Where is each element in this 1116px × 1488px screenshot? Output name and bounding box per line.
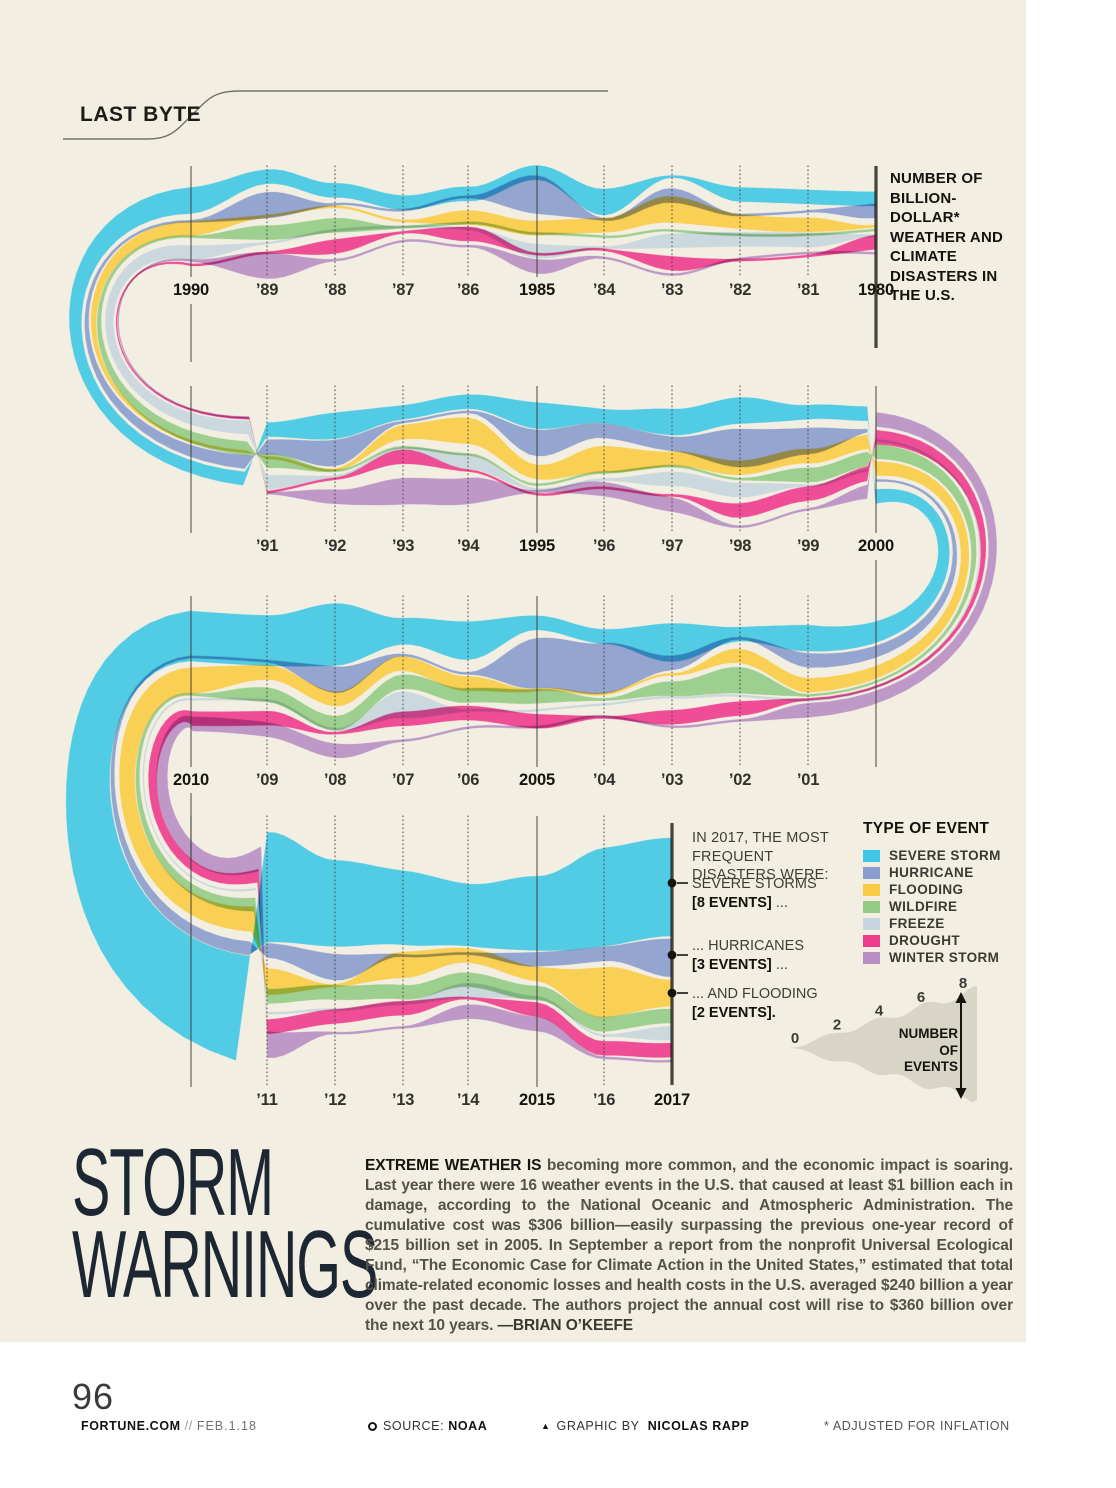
article-title-line2: WARNINGS (72, 1211, 378, 1318)
svg-text:’16: ’16 (593, 1091, 615, 1109)
svg-text:’08: ’08 (324, 771, 346, 789)
svg-text:1995: 1995 (519, 537, 555, 555)
freeze-swatch (863, 917, 880, 930)
svg-text:2005: 2005 (519, 771, 555, 789)
svg-text:’07: ’07 (392, 771, 414, 789)
svg-text:1990: 1990 (173, 281, 209, 299)
legend-item-severe-storm: SEVERE STORM (863, 847, 1001, 864)
svg-text:’11: ’11 (256, 1091, 277, 1109)
svg-text:’09: ’09 (256, 771, 278, 789)
legend-item-hurricane: HURRICANE (863, 864, 1001, 881)
footer-inflation-note: * ADJUSTED FOR INFLATION (824, 1419, 1010, 1433)
svg-text:’81: ’81 (797, 281, 819, 299)
svg-text:’96: ’96 (593, 537, 615, 555)
svg-text:1980: 1980 (858, 281, 894, 299)
svg-text:’91: ’91 (256, 537, 278, 555)
article-title: STORM WARNINGS (72, 1129, 378, 1318)
legend-item-wildfire: WILDFIRE (863, 898, 1001, 915)
annotation-hurricanes: ... HURRICANES [3 EVENTS] ... (692, 938, 804, 973)
article-body: EXTREME WEATHER IS becoming more common,… (365, 1156, 1013, 1336)
chart-axis-note: NUMBER OF BILLION- DOLLAR* WEATHER AND C… (890, 170, 1004, 304)
svg-text:2: 2 (833, 1016, 841, 1033)
svg-text:’88: ’88 (324, 281, 346, 299)
svg-text:1985: 1985 (519, 281, 555, 299)
svg-text:’14: ’14 (457, 1091, 480, 1109)
annotation-2017-intro: IN 2017, THE MOST FREQUENT DISASTERS WER… (692, 830, 829, 883)
svg-text:’84: ’84 (593, 281, 616, 299)
svg-text:2017: 2017 (654, 1091, 690, 1109)
svg-text:4: 4 (875, 1003, 884, 1020)
drought-swatch (863, 934, 880, 947)
svg-text:’13: ’13 (392, 1091, 414, 1109)
svg-text:’87: ’87 (392, 281, 414, 299)
svg-text:2000: 2000 (858, 537, 894, 555)
annotation-flooding: ... AND FLOODING [2 EVENTS]. (692, 986, 818, 1021)
legend-item-freeze: FREEZE (863, 915, 1001, 932)
flooding-swatch (863, 883, 880, 896)
credit-triangle-icon: ▲ (541, 1421, 551, 1431)
footer-credit: ▲ GRAPHIC BY NICOLAS RAPP (541, 1419, 750, 1433)
article-title-line1: STORM (72, 1129, 274, 1236)
svg-text:0: 0 (791, 1030, 799, 1047)
svg-text:’98: ’98 (729, 537, 751, 555)
article-byline: —BRIAN O’KEEFE (493, 1317, 634, 1334)
svg-text:’92: ’92 (324, 537, 346, 555)
footer-masthead: FORTUNE.COM//FEB.1.18 (81, 1419, 257, 1433)
wildfire-swatch (863, 900, 880, 913)
svg-text:’01: ’01 (797, 771, 819, 789)
severe-storm-swatch (863, 849, 880, 862)
svg-text:’93: ’93 (392, 537, 414, 555)
events-scale-label: NUMBER OF EVENTS (898, 1026, 958, 1074)
streamgraph-canvas: 1980 ’81 ’82 ’83 ’84 1985 ’86 ’87 ’88 ’89 1990 ’91 ’… (63, 90, 998, 1109)
svg-text:’03: ’03 (661, 771, 683, 789)
svg-text:’02: ’02 (729, 771, 751, 789)
legend-item-winter-storm: WINTER STORM (863, 949, 1001, 966)
svg-text:’06: ’06 (457, 771, 479, 789)
article-text: becoming more common, and the economic i… (365, 1157, 1013, 1334)
svg-text:’94: ’94 (457, 537, 480, 555)
article-lead: EXTREME WEATHER IS (365, 1157, 547, 1174)
legend-item-flooding: FLOODING (863, 881, 1001, 898)
svg-text:6: 6 (917, 989, 925, 1006)
svg-text:’82: ’82 (729, 281, 751, 299)
source-ring-icon (368, 1422, 377, 1431)
winter-storm-swatch (863, 951, 880, 964)
svg-text:’86: ’86 (457, 281, 479, 299)
svg-text:’97: ’97 (661, 537, 683, 555)
legend: TYPE OF EVENT SEVERE STORM HURRICANE FLO… (863, 820, 1001, 966)
svg-text:’99: ’99 (797, 537, 819, 555)
legend-title: TYPE OF EVENT (863, 820, 990, 837)
svg-text:’89: ’89 (256, 281, 278, 299)
svg-text:2015: 2015 (519, 1091, 555, 1109)
section-kicker: LAST BYTE (80, 103, 202, 126)
svg-text:’12: ’12 (324, 1091, 346, 1109)
svg-text:8: 8 (959, 975, 967, 992)
page-number: 96 (72, 1376, 115, 1417)
footer-source: SOURCE: NOAA (368, 1419, 487, 1433)
svg-text:’83: ’83 (661, 281, 683, 299)
hurricane-swatch (863, 866, 880, 879)
legend-item-drought: DROUGHT (863, 932, 1001, 949)
svg-text:2010: 2010 (173, 771, 209, 789)
svg-text:’04: ’04 (593, 771, 616, 789)
annotation-severe-storms: SEVERE STORMS [8 EVENTS] ... (692, 876, 817, 911)
